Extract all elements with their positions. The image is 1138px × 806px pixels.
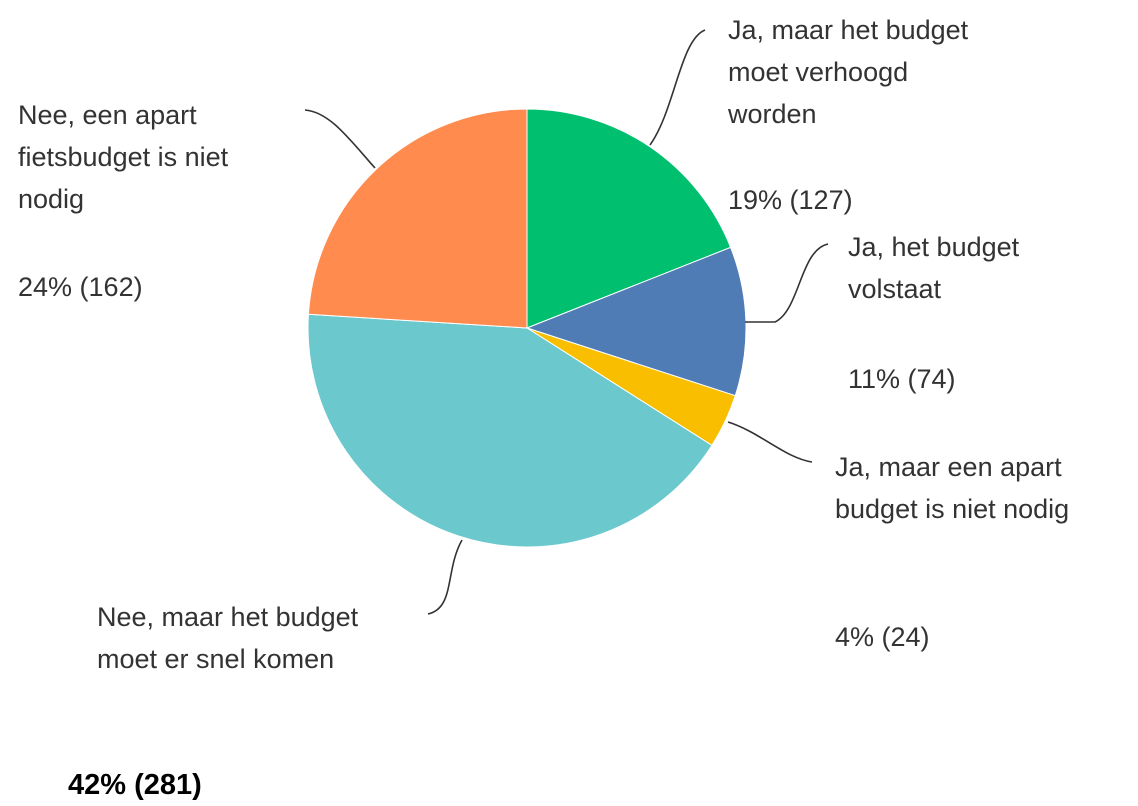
leader-line [649,29,706,146]
leader-line [427,539,463,615]
leader-line [727,421,813,463]
slice-label: Nee, maar het budget moet er snel komen [97,602,359,674]
value-label: 42% (281) [68,769,202,801]
pie-slice [525,246,747,397]
pie-slice [526,108,732,329]
slice-label: Ja, het budget volstaat [848,232,1020,304]
leader-line [745,243,829,323]
value-label: 11% (74) [848,364,956,394]
slice-label: Ja, maar het budget moet verhoogd worden [728,15,969,129]
pie-slice [307,108,528,329]
slice-label: Ja, maar een apart budget is niet nodig [835,452,1070,524]
value-label: 4% (24) [835,622,930,652]
leader-line [304,109,376,169]
value-label: 19% (127) [728,185,853,215]
slice-label: Nee, een apart fietsbudget is niet nodig [18,100,229,214]
pie-slice [307,313,713,548]
value-label: 24% (162) [18,272,143,302]
